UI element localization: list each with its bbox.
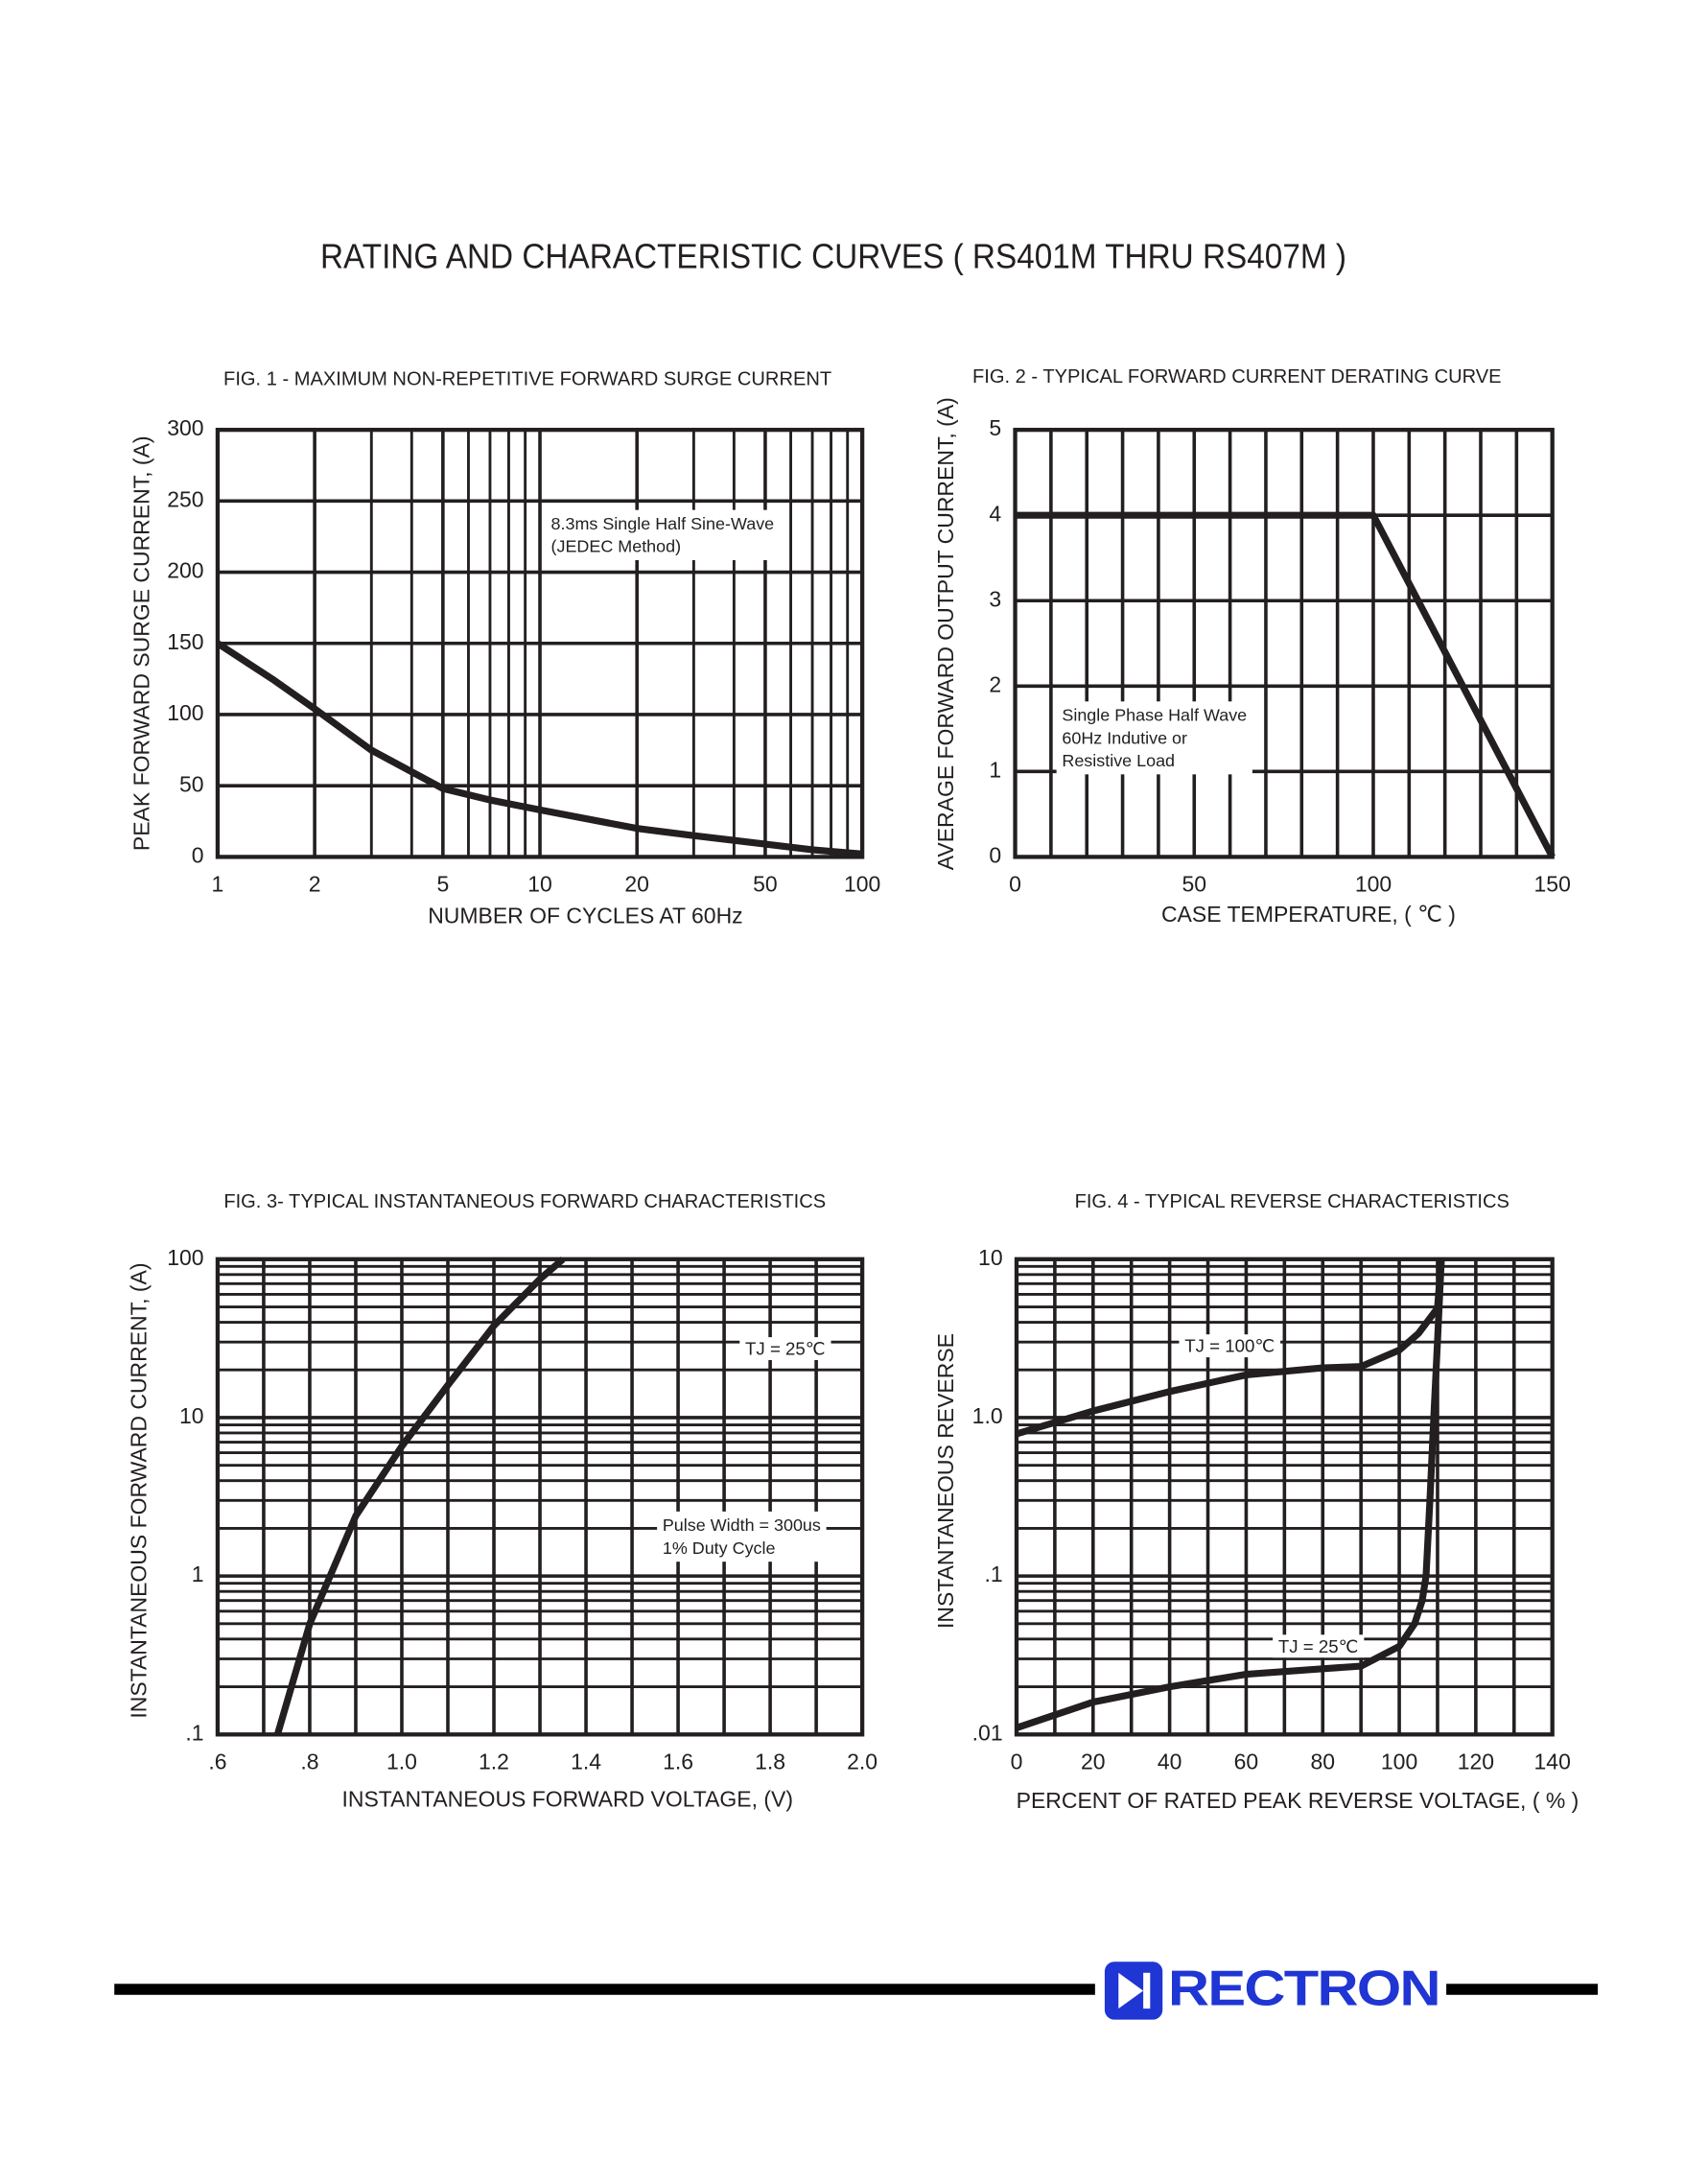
annotation: Pulse Width = 300us <box>663 1515 821 1535</box>
chart-title: FIG. 4 - TYPICAL REVERSE CHARACTERISTICS <box>1075 1191 1509 1212</box>
y-tick-label: 3 <box>989 586 1001 611</box>
x-tick-label: 40 <box>1158 1750 1182 1774</box>
y-tick-label: 5 <box>989 415 1001 440</box>
y-tick-label: 4 <box>989 501 1001 526</box>
x-tick-label: 1.0 <box>386 1750 417 1774</box>
x-tick-label: .6 <box>208 1750 226 1774</box>
plot-frame <box>1013 427 1555 859</box>
y-tick-label: 0 <box>989 842 1001 867</box>
y-tick-label: 200 <box>167 558 203 583</box>
x-tick-label: 0 <box>1011 1750 1023 1774</box>
series-label: TJ = 25℃ <box>1278 1636 1359 1656</box>
y-tick-label: 250 <box>167 486 203 511</box>
x-tick-label: 140 <box>1534 1750 1571 1774</box>
y-axis-title: AVERAGE FORWARD OUTPUT CURRENT, (A) <box>933 397 958 870</box>
chart: 0 20 40 60 80 100 120 140 .01 .1 1.0 10 FIG. 4 - TYP… <box>933 1191 1579 1813</box>
x-tick-label: 2 <box>309 872 321 897</box>
footer-rule <box>114 1984 1095 1995</box>
annotation-bg <box>1056 701 1252 775</box>
annotation: 8.3ms Single Half Sine-Wave <box>551 514 775 533</box>
annotation: 60Hz Indutive or <box>1062 728 1187 747</box>
y-axis-title: INSTANTANEOUS REVERSE <box>933 1333 958 1629</box>
x-axis-title: PERCENT OF RATED PEAK REVERSE VOLTAGE, (… <box>1017 1788 1579 1813</box>
y-tick-label: .1 <box>185 1720 203 1745</box>
series-line <box>273 1257 566 1736</box>
x-tick-label: 0 <box>1009 872 1021 897</box>
chart: 1 2 5 10 20 50 100 0 50 100 150 200 250 300 FIG. 1 - M… <box>129 369 880 928</box>
y-axis-title: PEAK FORWARD SURGE CURRENT, (A) <box>129 435 153 851</box>
series-label: TJ = 25℃ <box>745 1339 826 1359</box>
x-tick-label: 2.0 <box>847 1750 877 1774</box>
x-tick-label: 50 <box>1182 872 1206 897</box>
x-tick-label: 20 <box>624 872 649 897</box>
x-tick-label: 5 <box>436 872 449 897</box>
y-tick-label: 10 <box>978 1245 1003 1270</box>
annotation: Resistive Load <box>1062 751 1175 770</box>
series-line <box>1015 1258 1445 1438</box>
chart: 0 50 100 150 0 1 2 3 4 5 FIG. 2 - TYPICAL FORWARD … <box>933 366 1571 927</box>
y-tick-label: .01 <box>972 1720 1003 1745</box>
y-tick-label: .1 <box>984 1562 1002 1586</box>
x-axis-title: NUMBER OF CYCLES AT 60Hz <box>428 904 742 928</box>
chart-title: FIG. 3- TYPICAL INSTANTANEOUS FORWARD CH… <box>223 1191 826 1212</box>
brand-name: RECTRON <box>1168 1961 1439 2016</box>
plot-frame <box>215 1257 865 1737</box>
y-tick-label: 2 <box>989 671 1001 696</box>
x-tick-label: 1.6 <box>663 1750 693 1774</box>
series-line <box>1015 1258 1445 1731</box>
x-tick-label: 80 <box>1310 1750 1335 1774</box>
plot-frame <box>215 427 865 859</box>
x-axis-title: INSTANTANEOUS FORWARD VOLTAGE, (V) <box>342 1786 793 1811</box>
x-tick-label: 100 <box>1355 872 1392 897</box>
x-tick-label: 1.2 <box>479 1750 509 1774</box>
series-label: TJ = 100℃ <box>1184 1336 1275 1356</box>
x-tick-label: 1 <box>212 872 224 897</box>
y-tick-label: 100 <box>167 1245 203 1270</box>
x-tick-label: 1.4 <box>571 1750 601 1774</box>
x-tick-label: 1.8 <box>755 1750 785 1774</box>
annotation: 1% Duty Cycle <box>663 1539 776 1558</box>
y-tick-label: 100 <box>167 700 203 725</box>
annotation-bg <box>545 509 780 560</box>
series-line <box>215 640 863 857</box>
label-bg <box>1179 1334 1281 1358</box>
x-tick-label: 20 <box>1081 1750 1106 1774</box>
y-tick-label: 300 <box>167 415 203 440</box>
plot-frame <box>1014 1257 1555 1737</box>
series-line <box>1015 511 1556 859</box>
y-axis-title: INSTANTANEOUS FORWARD CURRENT, (A) <box>127 1263 152 1719</box>
label-bg <box>739 1337 831 1360</box>
y-tick-label: 150 <box>167 629 203 654</box>
y-tick-label: 1.0 <box>972 1403 1003 1428</box>
x-tick-label: 120 <box>1458 1750 1494 1774</box>
chart-title: FIG. 1 - MAXIMUM NON-REPETITIVE FORWARD … <box>223 369 831 390</box>
y-tick-label: 1 <box>989 757 1001 782</box>
x-tick-label: 100 <box>844 872 880 897</box>
y-tick-label: 1 <box>192 1562 204 1586</box>
annotation: (JEDEC Method) <box>551 537 682 556</box>
y-tick-label: 10 <box>179 1403 204 1428</box>
y-tick-label: 0 <box>192 842 204 867</box>
logo-diode <box>1118 1972 1144 2009</box>
annotation-bg <box>657 1511 827 1562</box>
x-tick-label: 50 <box>753 872 778 897</box>
x-tick-label: 100 <box>1381 1750 1417 1774</box>
chart-title: FIG. 2 - TYPICAL FORWARD CURRENT DERATIN… <box>972 366 1502 388</box>
x-axis-title: CASE TEMPERATURE, ( ℃ ) <box>1161 902 1456 927</box>
x-tick-label: 10 <box>527 872 552 897</box>
chart: .6 .8 1.0 1.2 1.4 1.6 1.8 2.0 .1 1 10 100 FIG. 3- TY… <box>127 1191 878 1811</box>
label-bg <box>1273 1634 1365 1658</box>
x-tick-label: .8 <box>300 1750 318 1774</box>
x-tick-label: 60 <box>1234 1750 1259 1774</box>
footer-rule <box>1446 1984 1599 1995</box>
logo: RECTRON <box>1104 1961 1440 2020</box>
logo-bar <box>1143 1972 1151 2009</box>
x-tick-label: 150 <box>1534 872 1571 897</box>
page-title: RATING AND CHARACTERISTIC CURVES ( RS401… <box>320 238 1346 276</box>
y-tick-label: 50 <box>179 771 204 796</box>
annotation: Single Phase Half Wave <box>1062 706 1247 725</box>
